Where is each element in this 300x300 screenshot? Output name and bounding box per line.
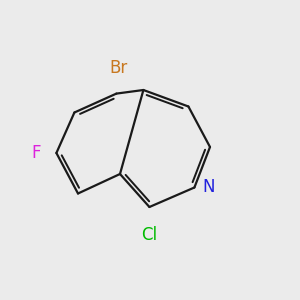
Text: Cl: Cl xyxy=(141,226,158,244)
Text: Br: Br xyxy=(110,59,128,77)
Text: F: F xyxy=(31,144,41,162)
Text: F: F xyxy=(30,143,42,163)
Text: N: N xyxy=(202,178,216,197)
Text: N: N xyxy=(202,178,215,196)
Text: Br: Br xyxy=(108,58,130,78)
Text: Cl: Cl xyxy=(140,226,159,245)
